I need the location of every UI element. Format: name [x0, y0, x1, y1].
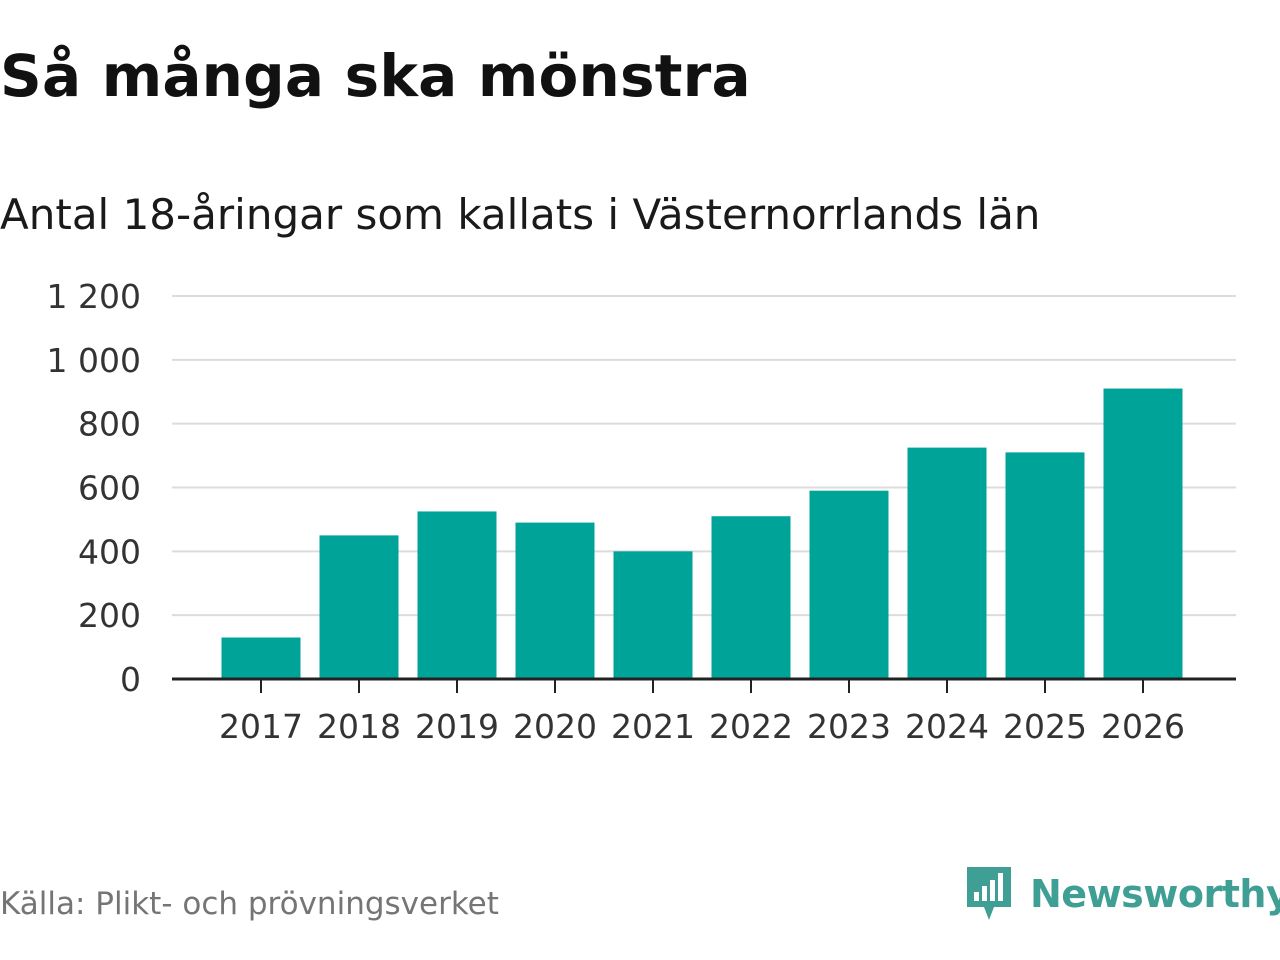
- bar-2019: [417, 511, 497, 679]
- bar-2024: [907, 447, 987, 679]
- x-tick-label: 2025: [1003, 707, 1087, 746]
- y-tick-label: 800: [78, 405, 141, 444]
- x-tick-label: 2022: [709, 707, 793, 746]
- y-tick-label: 400: [78, 532, 141, 571]
- x-tick-label: 2021: [611, 707, 695, 746]
- bar-2022: [711, 516, 791, 679]
- y-tick-label: 200: [78, 596, 141, 635]
- y-tick-label: 600: [78, 469, 141, 508]
- brand-logo[interactable]: Newsworthy: [964, 864, 1280, 924]
- bar-2026: [1103, 388, 1183, 679]
- bar-chart: 0 200 400 600 800 1 000 1 200 2017 2018 2019 2020…: [47, 277, 1236, 746]
- chart-title: Så många ska mönstra: [0, 42, 751, 110]
- x-tick-label: 2023: [807, 707, 891, 746]
- bar-chart-speech-bubble-icon: [967, 867, 1011, 920]
- x-tick-label: 2026: [1101, 707, 1185, 746]
- x-tick-label: 2020: [513, 707, 597, 746]
- bar-2017: [221, 637, 301, 679]
- brand-name: Newsworthy: [1030, 872, 1280, 916]
- y-axis-tick-labels: 0 200 400 600 800 1 000 1 200: [47, 277, 141, 699]
- y-tick-label: 1 000: [47, 341, 141, 380]
- source-note: Källa: Plikt- och prövningsverket: [0, 886, 499, 922]
- x-tick-label: 2019: [415, 707, 499, 746]
- y-tick-label: 0: [120, 660, 141, 699]
- x-tick-label: 2018: [317, 707, 401, 746]
- bar-2020: [515, 522, 595, 679]
- y-tick-label: 1 200: [47, 277, 141, 316]
- bar-2023: [809, 490, 889, 679]
- bar-2018: [319, 535, 399, 679]
- x-tick-label: 2024: [905, 707, 989, 746]
- x-tick-label: 2017: [219, 707, 303, 746]
- x-axis-tick-labels: 2017 2018 2019 2020 2021 2022 2023 2024 2025 2026: [219, 707, 1185, 746]
- x-axis: [172, 677, 1236, 693]
- bar-2025: [1005, 452, 1085, 679]
- bar-2021: [613, 551, 693, 679]
- chart-subtitle: Antal 18-åringar som kallats i Västernor…: [0, 190, 1041, 239]
- bars: [221, 388, 1183, 679]
